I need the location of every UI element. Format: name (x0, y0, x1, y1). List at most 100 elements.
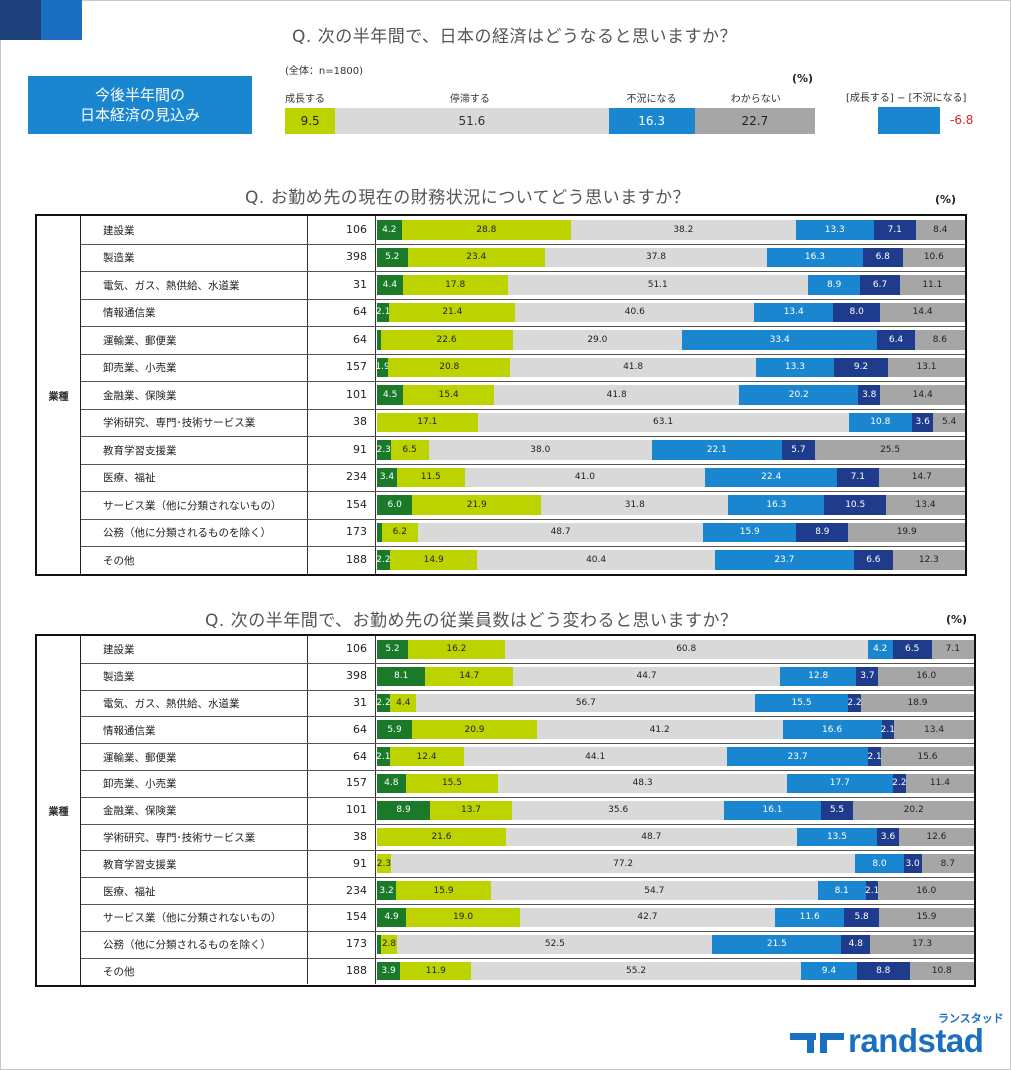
row-label: 医療、福祉 (103, 885, 156, 898)
bar-segment: 22.4 (705, 467, 837, 487)
bar-segment: 5.5 (820, 800, 854, 820)
corner-accent-dark (0, 0, 41, 40)
bar-segment: 20.9 (412, 720, 537, 740)
bar-segment: 6.5 (892, 640, 932, 659)
bar-segment: 16.3 (767, 247, 863, 267)
bar-segment: 3.2 (377, 881, 397, 900)
bar-segment: 4.2 (377, 220, 402, 240)
bar-segment: 25.5 (815, 440, 965, 460)
bar-segment: 40.6 (515, 302, 755, 322)
row-label: 医療、福祉 (103, 472, 156, 485)
row-label: 運輸業、郵便業 (103, 334, 177, 347)
economy-segment-0: 9.5 (285, 108, 336, 134)
row-divider (81, 243, 965, 245)
sep-label (307, 216, 308, 574)
corner-accent-light (41, 0, 82, 40)
row-n: 234 (346, 883, 367, 897)
bar-segment: 3.8 (858, 385, 881, 405)
row-label: 情報通信業 (103, 307, 156, 320)
bar-segment: 52.5 (397, 934, 713, 954)
bar-segment: 13.7 (430, 800, 512, 820)
bar-segment: 20.2 (739, 385, 859, 405)
row-divider (81, 353, 965, 355)
bar-segment (377, 522, 382, 542)
bar-segment: 2.1 (867, 747, 882, 766)
bar-segment: 1.9 (375, 357, 390, 377)
row-n: 188 (346, 964, 367, 977)
bar-segment: 15.9 (878, 908, 974, 927)
economy-label-1: 停滞する (449, 94, 490, 105)
row-n: 31 (353, 696, 367, 709)
bar-segment: 13.5 (796, 827, 878, 847)
bar-segment: 42.7 (519, 908, 775, 927)
bar-segment: 56.7 (416, 693, 756, 713)
row-n: 234 (346, 470, 367, 484)
bar-segment: 4.4 (390, 693, 417, 713)
logo-kana: ランスタッド (938, 1012, 1004, 1025)
bar-segment: 16.3 (728, 495, 825, 515)
bar-segment: 16.0 (878, 666, 974, 686)
bar-segment: 12.8 (779, 666, 857, 686)
row-divider (81, 877, 974, 879)
row-label: 学術研究、専門･技術サービス業 (103, 417, 256, 430)
sep-n (375, 216, 376, 574)
bar-segment: 54.7 (491, 881, 818, 900)
row-n: 157 (346, 360, 367, 374)
bar-segment: 15.5 (755, 693, 848, 713)
row-divider (81, 326, 965, 327)
bar-segment: 5.8 (844, 908, 879, 927)
bar-segment: 8.1 (817, 881, 866, 900)
bar-segment: 6.8 (862, 247, 903, 267)
row-label: 金融業、保険業 (103, 389, 177, 402)
economy-segment-1: 51.6 (335, 108, 609, 134)
bar-segment: 2.2 (847, 693, 862, 713)
bar-segment: 4.2 (867, 640, 893, 659)
row-label: 電気、ガス、熱供給、水道業 (103, 698, 240, 710)
unit-label-3: (%) (946, 613, 968, 626)
row-n: 64 (353, 749, 367, 763)
bar-segment: 15.9 (396, 881, 492, 900)
bar-segment: 20.2 (853, 800, 974, 820)
row-divider (81, 662, 974, 664)
row-n: 64 (353, 332, 367, 346)
row-n: 154 (346, 497, 367, 511)
bar-segment: 3.6 (912, 412, 934, 432)
bar-segment: 10.8 (909, 961, 974, 981)
bar-segment: 44.1 (463, 747, 727, 766)
bar-segment: 29.0 (512, 330, 683, 350)
row-n: 91 (353, 442, 367, 456)
row-label: 情報通信業 (103, 724, 156, 737)
bar-segment: 63.1 (477, 412, 849, 432)
row-label: 建設業 (103, 644, 135, 657)
bar-segment: 18.9 (861, 693, 974, 713)
bar-segment: 17.7 (786, 774, 893, 793)
economy-label-0: 成長する (285, 94, 325, 105)
bar-segment: 41.2 (536, 720, 783, 740)
bar-segment: 2.1 (376, 302, 390, 322)
row-n: 101 (346, 387, 367, 401)
bar-segment: 20.8 (388, 357, 511, 377)
economy-segment-3: 22.7 (694, 108, 815, 134)
bar-segment: 8.8 (856, 961, 910, 981)
bar-segment: 6.5 (390, 440, 429, 460)
bar-segment: 2.1 (865, 881, 879, 900)
bar-segment: 2.8 (380, 934, 398, 954)
unit-label-2: (%) (935, 193, 957, 206)
row-n: 91 (353, 856, 367, 870)
bar-segment: 15.4 (403, 385, 494, 405)
bar-segment: 6.6 (853, 550, 893, 570)
row-n: 38 (353, 415, 367, 429)
row-divider (81, 850, 974, 852)
bar-segment: 4.4 (377, 275, 403, 295)
bar-segment: 5.7 (781, 440, 816, 460)
bar-segment: 38.2 (571, 220, 796, 240)
bar-segment: 23.4 (407, 247, 545, 267)
bar-segment: 48.7 (417, 522, 704, 542)
bar-segment: 11.1 (899, 275, 965, 295)
bar-segment: 8.0 (855, 854, 904, 874)
bar-segment: 9.4 (800, 961, 857, 981)
row-n: 154 (346, 910, 367, 924)
row-n: 64 (353, 305, 367, 319)
row-divider (81, 271, 965, 272)
bar-segment: 10.6 (902, 247, 965, 267)
